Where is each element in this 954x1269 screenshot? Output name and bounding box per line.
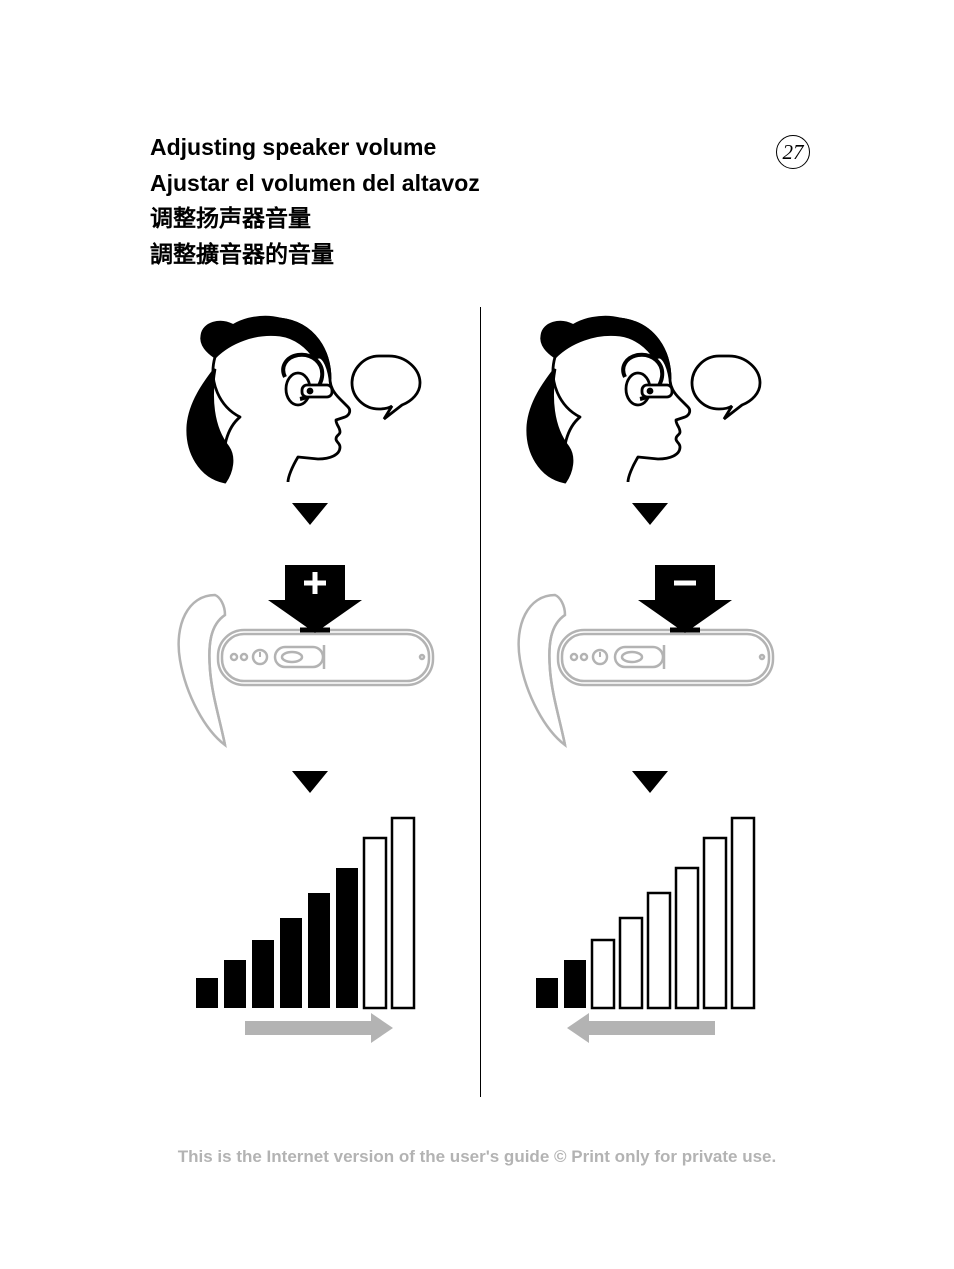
volume-bars-increasing-icon xyxy=(190,813,430,1013)
profile-panel-left xyxy=(160,307,460,487)
diagram-area xyxy=(160,307,800,1035)
direction-left-icon xyxy=(585,1021,715,1035)
bars-panel-left xyxy=(160,813,460,1013)
press-arrow-plus-icon xyxy=(268,565,362,633)
headset-panel-right xyxy=(500,545,800,755)
column-volume-down xyxy=(500,307,800,1035)
column-separator xyxy=(480,307,481,1097)
title-zh-tw: 調整擴音器的音量 xyxy=(150,237,810,273)
page-content: Adjusting speaker volume Ajustar el volu… xyxy=(150,130,810,1035)
direction-right-icon xyxy=(245,1021,375,1035)
profile-speaking-icon xyxy=(520,307,780,487)
down-arrow-icon xyxy=(632,503,668,525)
title-zh-cn: 调整扬声器音量 xyxy=(150,201,810,237)
down-arrow-icon xyxy=(292,503,328,525)
footer-text: This is the Internet version of the user… xyxy=(0,1147,954,1167)
bars-panel-right xyxy=(500,813,800,1013)
profile-panel-right xyxy=(500,307,800,487)
page-number-badge: 27 xyxy=(776,135,810,169)
down-arrow-icon-2 xyxy=(632,771,668,793)
profile-speaking-icon xyxy=(180,307,440,487)
title-block: Adjusting speaker volume Ajustar el volu… xyxy=(150,130,810,273)
column-volume-up xyxy=(160,307,460,1035)
headset-panel-left xyxy=(160,545,460,755)
down-arrow-icon-2 xyxy=(292,771,328,793)
title-en: Adjusting speaker volume xyxy=(150,130,810,166)
volume-bars-decreasing-icon xyxy=(530,813,770,1013)
title-es: Ajustar el volumen del altavoz xyxy=(150,166,810,202)
headset-volume-up-icon xyxy=(170,545,450,755)
press-arrow-minus-icon xyxy=(638,565,732,633)
headset-volume-down-icon xyxy=(510,545,790,755)
